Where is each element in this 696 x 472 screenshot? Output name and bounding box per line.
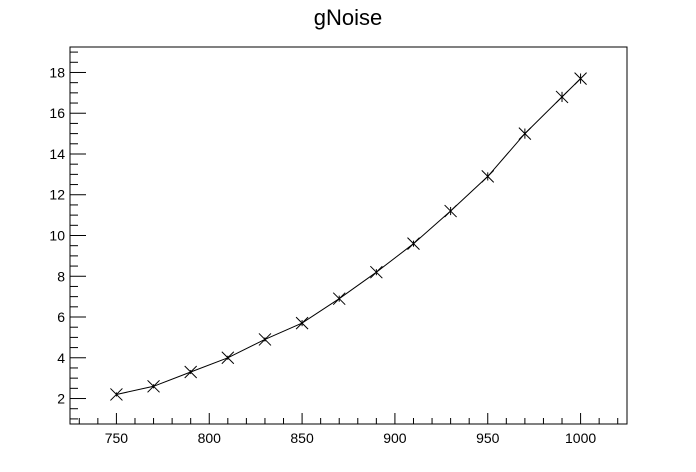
axes: 750 800 850 900 950 1000 2 4 6 8 10 12 14 16 18 — [49, 51, 619, 446]
y-tick-label: 10 — [49, 228, 65, 244]
x-marker-stroke — [184, 365, 198, 379]
x-tick-label: 750 — [105, 430, 129, 446]
data-point — [369, 265, 383, 279]
x-marker-stroke — [221, 351, 235, 365]
y-tick-label: 16 — [49, 105, 65, 121]
data-point — [147, 379, 160, 393]
x-tick-label: 800 — [198, 430, 222, 446]
x-marker-stroke — [369, 265, 383, 279]
data-series — [110, 72, 587, 401]
data-point — [555, 90, 569, 104]
x-marker-stroke — [258, 333, 272, 346]
y-tick-label: 18 — [49, 64, 65, 80]
x-marker-stroke — [110, 388, 123, 401]
plot-frame — [69, 46, 628, 425]
x-marker-stroke — [407, 237, 420, 251]
y-tick-label: 14 — [49, 146, 65, 162]
x-tick-label: 900 — [383, 430, 407, 446]
data-point — [518, 127, 532, 140]
x-tick-label: 1000 — [565, 430, 596, 446]
data-point — [481, 170, 495, 183]
x-tick-label: 950 — [476, 430, 500, 446]
data-point — [444, 204, 457, 218]
x-marker-stroke — [444, 204, 457, 218]
x-marker-stroke — [481, 170, 495, 183]
series-line — [116, 78, 581, 395]
data-point — [184, 365, 198, 379]
x-marker-stroke — [295, 316, 309, 330]
y-tick-label: 4 — [57, 350, 65, 366]
x-marker-stroke — [147, 379, 160, 393]
x-marker-stroke — [574, 72, 587, 85]
x-tick-label: 850 — [290, 430, 314, 446]
x-marker-stroke — [332, 292, 346, 306]
data-point — [221, 351, 235, 365]
data-point — [574, 72, 587, 85]
data-point — [258, 333, 272, 346]
y-tick-label: 6 — [57, 309, 65, 325]
y-tick-label: 12 — [49, 187, 65, 203]
y-tick-label: 8 — [57, 268, 65, 284]
x-marker-stroke — [555, 90, 569, 104]
data-point — [332, 292, 346, 306]
x-marker-stroke — [518, 127, 532, 140]
data-point — [295, 316, 309, 330]
y-tick-label: 2 — [57, 391, 65, 407]
data-point — [110, 388, 123, 401]
chart-title: gNoise — [314, 5, 382, 30]
data-point — [407, 237, 420, 251]
